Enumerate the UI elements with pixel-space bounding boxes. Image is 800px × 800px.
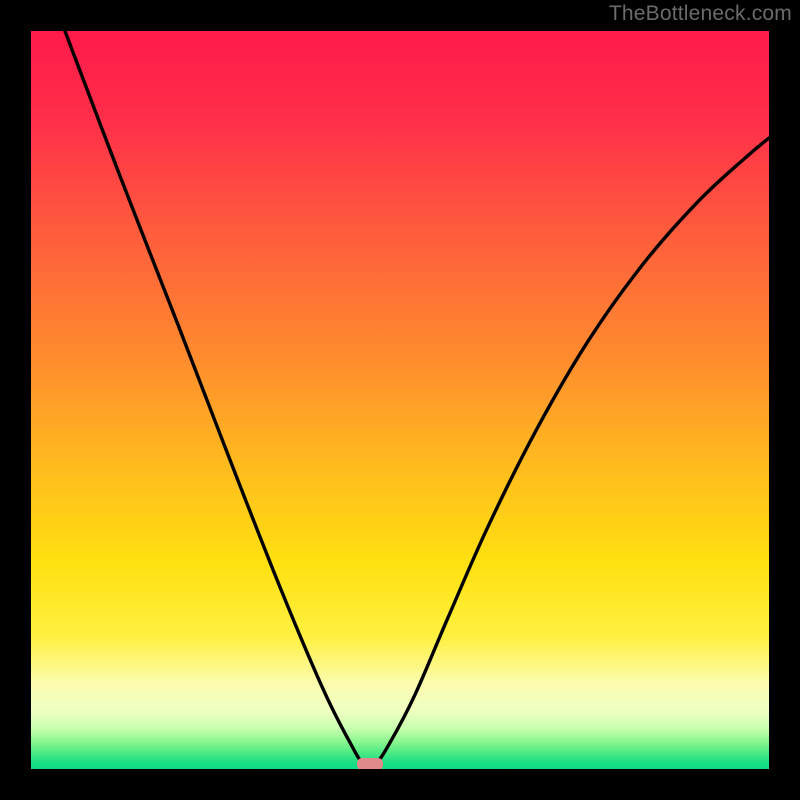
minimum-marker [357,758,383,769]
chart-canvas: TheBottleneck.com [0,0,800,800]
bottleneck-curve [31,31,769,769]
curve-path [65,31,769,768]
watermark-text: TheBottleneck.com [609,2,792,26]
plot-area [31,31,769,769]
